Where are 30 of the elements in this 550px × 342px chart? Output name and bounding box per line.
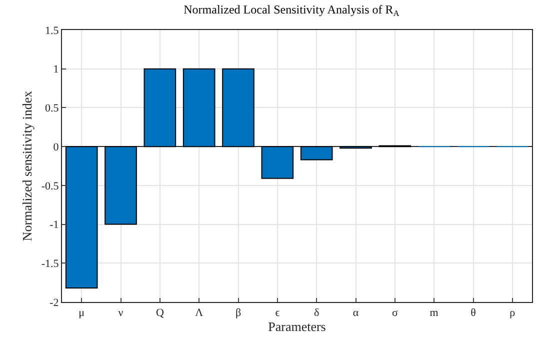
y-tick-label: 1.5: [45, 24, 60, 37]
y-tick-label: -2: [50, 296, 59, 309]
bar: [182, 68, 216, 148]
x-tick-label: δ: [314, 307, 320, 320]
bar: [261, 146, 294, 179]
bar: [65, 146, 98, 289]
bar: [144, 68, 176, 148]
x-axis-title: Parameters: [268, 319, 326, 334]
y-tick-label: 1: [53, 64, 59, 76]
bar: [104, 146, 137, 225]
bar: [300, 146, 333, 160]
x-tick-label: ρ: [510, 307, 516, 320]
x-tick-label: β: [235, 307, 242, 320]
y-tick-label: 0.5: [45, 102, 60, 115]
chart-title: Normalized Local Sensitivity Analysis of R$_{A}$: [184, 2, 400, 18]
y-tick-label: 0: [53, 141, 60, 154]
x-tick-label: Λ: [195, 307, 204, 320]
x-tick-label: Q: [156, 307, 164, 320]
y-tick-label: -0.5: [41, 180, 60, 192]
bar: [222, 68, 254, 148]
x-tick-label: θ: [470, 307, 476, 320]
y-tick-label: -1.5: [41, 258, 60, 270]
x-tick-label: μ: [78, 307, 85, 320]
x-tick-label: α: [352, 307, 359, 320]
x-tick-label: ϵ: [275, 307, 280, 320]
y-tick-label: -1: [50, 219, 59, 232]
x-tick-label: σ: [392, 307, 398, 320]
y-axis-title: Normalized sensitivity index: [19, 90, 34, 242]
x-tick-label: m: [430, 307, 439, 320]
x-tick-label: ν: [118, 307, 124, 320]
